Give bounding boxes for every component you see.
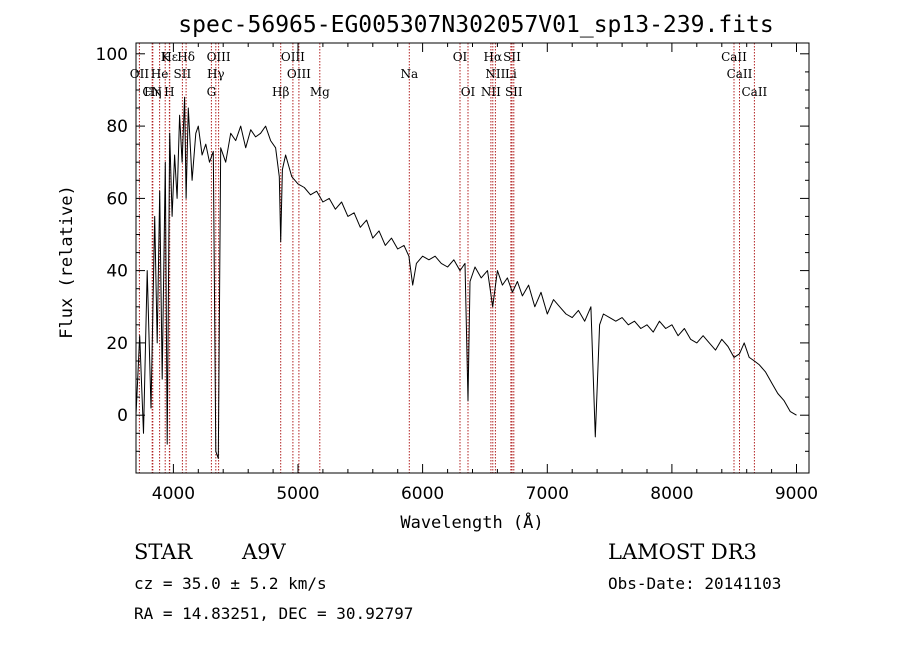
coordinates: RA = 14.83251, DEC = 30.92797 <box>134 604 414 623</box>
y-tick-label-60: 60 <box>106 189 128 209</box>
line-markers <box>138 43 755 473</box>
line-label-2: Hδ <box>177 50 195 64</box>
line-label-23: Mg <box>310 85 330 99</box>
object-subclass: A9V <box>242 540 286 564</box>
x-tick-label-5000: 5000 <box>276 484 319 504</box>
line-label-27: CaII <box>741 85 767 99</box>
line-label-1: K <box>161 50 171 64</box>
line-label-10: He <box>151 67 169 81</box>
line-label-7: SII <box>503 50 521 64</box>
line-label-4: OIII <box>281 50 305 64</box>
line-label-20: H <box>164 85 174 99</box>
line-label-15: NII <box>485 67 505 81</box>
line-label-13: OIII <box>287 67 311 81</box>
plot-frame <box>135 42 810 474</box>
line-label-9: OII <box>130 67 150 81</box>
x-axis-label: Wavelength (Å) <box>400 511 543 533</box>
line-label-17: CaII <box>727 67 753 81</box>
line-label-8: CaII <box>721 50 747 64</box>
line-label-24: OI <box>461 85 476 99</box>
line-label-16: Li <box>505 67 517 81</box>
line-label-3: OIII <box>207 50 231 64</box>
obs-date: Obs-Date: 20141103 <box>608 574 782 593</box>
redshift-cz: cz = 35.0 ± 5.2 km/s <box>134 574 327 593</box>
line-label-22: Hβ <box>272 85 289 99</box>
series-line-0 <box>135 96 797 459</box>
line-label-6: Hα <box>484 50 503 64</box>
chart-title: spec-56965-EG005307N302057V01_sp13-239.f… <box>178 12 773 38</box>
y-axis-label: Flux (relative) <box>57 185 77 339</box>
line-label-5: OI <box>453 50 468 64</box>
line-label-26: SII <box>505 85 523 99</box>
x-tick-label-6000: 6000 <box>401 484 444 504</box>
line-label-19: Hη <box>144 85 162 99</box>
line-label-25: NII <box>481 85 501 99</box>
y-tick-label-80: 80 <box>106 117 128 137</box>
x-tick-label-7000: 7000 <box>526 484 569 504</box>
survey-name: LAMOST DR3 <box>608 540 757 564</box>
y-tick-label-40: 40 <box>106 262 128 282</box>
x-tick-label-9000: 9000 <box>775 484 818 504</box>
y-tick-label-0: 0 <box>117 406 128 426</box>
line-label-18: CN <box>142 85 162 99</box>
line-label-21: G <box>207 85 217 99</box>
line-label-11: SII <box>174 67 192 81</box>
axis-ticks: 4000 5000 6000 7000 8000 9000 0 20 40 60 80 100 <box>96 43 818 504</box>
y-tick-label-100: 100 <box>96 45 128 65</box>
x-tick-label-8000: 8000 <box>650 484 693 504</box>
spectrum-series <box>135 96 797 459</box>
line-label-0: Hε <box>161 50 178 64</box>
y-tick-label-20: 20 <box>106 334 128 354</box>
line-label-12: Hγ <box>207 67 225 81</box>
object-class: STAR <box>134 540 193 564</box>
line-label-14: Na <box>400 67 418 81</box>
x-tick-label-4000: 4000 <box>152 484 195 504</box>
